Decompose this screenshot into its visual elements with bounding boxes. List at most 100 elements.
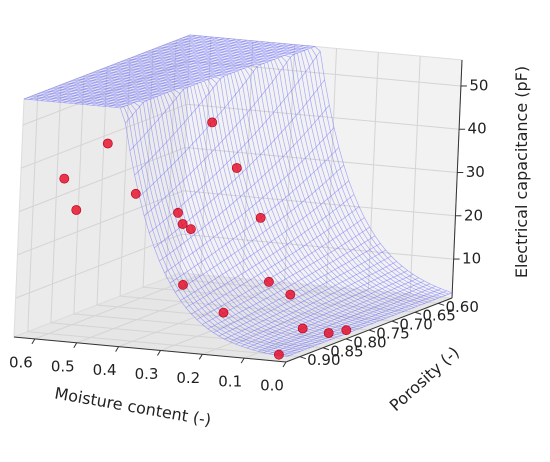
y-tick-label: 0.70 <box>399 316 432 334</box>
surface-mesh-line <box>127 58 391 318</box>
surface-mesh-line <box>58 85 321 344</box>
grid-line-y <box>27 93 300 358</box>
y-tick-label: 0.60 <box>445 298 478 316</box>
z-tick-label: 50 <box>469 77 488 95</box>
surface-mesh-line <box>89 73 352 332</box>
surface-mesh-line <box>117 62 380 322</box>
data-point <box>102 138 113 149</box>
surface-mesh-line <box>48 89 311 348</box>
y-tick-label: 0.85 <box>330 342 363 360</box>
surface-mesh-line <box>37 93 301 352</box>
grid-line-x <box>244 56 421 359</box>
x-tick-mark <box>282 361 287 368</box>
x-tick-mark <box>240 357 245 364</box>
data-point <box>285 289 296 300</box>
surface-mesh-line <box>172 41 436 300</box>
surface-mesh-line <box>41 91 304 351</box>
surface-mesh-line <box>86 74 349 334</box>
y-tick-mark <box>414 311 422 315</box>
grid-line-y <box>119 58 393 322</box>
x-tick-mark <box>73 342 78 349</box>
grid-line-z <box>20 103 460 169</box>
surface-mesh-line <box>189 34 453 294</box>
grid-line-y <box>73 75 346 340</box>
surface-mesh-line <box>61 83 325 343</box>
data-point <box>173 207 183 218</box>
y-tick-mark <box>368 329 376 333</box>
surface-mesh-line <box>65 82 328 342</box>
grid-line-x <box>76 40 254 344</box>
surface-mesh-line <box>158 46 422 306</box>
data-point <box>255 212 266 223</box>
data-point <box>178 279 188 290</box>
data-point <box>130 188 141 199</box>
x-tick-mark <box>157 350 161 356</box>
z-tick-label: 10 <box>462 250 481 268</box>
data-point <box>231 163 242 173</box>
data-point <box>273 349 284 360</box>
surface-mesh-line <box>131 57 394 316</box>
surface-mesh-line <box>141 53 404 312</box>
data-point <box>323 328 334 338</box>
surface-mesh-line <box>162 45 425 304</box>
surface-mesh-line <box>72 79 335 339</box>
surface-mesh-line <box>113 63 377 323</box>
surface-mesh-line <box>96 70 359 330</box>
surface-mesh-line <box>144 51 408 311</box>
surface-mesh-line <box>124 59 387 319</box>
z-tick-label: 40 <box>468 120 487 138</box>
x-axis-label: Moisture content (-) <box>53 383 212 429</box>
z-tick-label: 20 <box>464 206 483 224</box>
surface-mesh-line <box>93 71 356 331</box>
data-point <box>177 219 188 229</box>
surface-mesh-line <box>30 95 294 355</box>
grid-line-x <box>34 36 212 340</box>
x-tick-label: 0.3 <box>135 365 159 383</box>
surface-mesh-line <box>79 77 342 336</box>
x-tick-mark <box>198 354 203 360</box>
surface-mesh-line <box>183 37 446 296</box>
surface-mesh-line <box>165 43 429 303</box>
y-tick-mark <box>438 302 445 306</box>
surface-mesh-line <box>23 98 287 358</box>
y-tick-label: 0.80 <box>353 333 386 351</box>
data-point <box>263 276 274 287</box>
grid-line-x <box>202 52 379 355</box>
data-point <box>297 323 308 334</box>
surface-mesh-line <box>176 39 439 299</box>
z-tick-label: 30 <box>466 163 485 181</box>
y-axis-label: Porosity (-) <box>386 343 463 415</box>
y-tick-label: 0.75 <box>376 325 409 343</box>
data-point <box>185 224 196 234</box>
x-tick-label: 0.2 <box>176 369 200 387</box>
surface-mesh-line <box>75 78 339 338</box>
grid-line-y <box>165 40 439 304</box>
x-tick-label: 0.5 <box>51 357 75 375</box>
data-point <box>59 173 70 184</box>
surface-mesh-line <box>179 38 442 298</box>
surface-mesh-line <box>103 67 366 327</box>
surface-mesh-line <box>155 47 418 307</box>
y-tick-mark <box>299 356 306 360</box>
grid-line-x <box>160 48 337 351</box>
surface-mesh-line <box>27 97 290 356</box>
x-tick-label: 0.0 <box>260 377 284 395</box>
surface-mesh-line <box>68 81 332 340</box>
x-tick-label: 0.6 <box>9 353 33 371</box>
x-tick-label: 0.1 <box>218 373 242 391</box>
data-point <box>71 205 82 215</box>
surface-mesh-line <box>100 69 363 328</box>
surface-mesh-line <box>120 61 384 320</box>
surface-mesh-line <box>134 55 397 315</box>
y-tick-label: 0.65 <box>422 307 455 325</box>
grid-line-x <box>118 44 296 348</box>
grid-line-y <box>96 66 370 331</box>
z-axis-line <box>451 59 463 299</box>
grid-line-z <box>19 146 458 212</box>
y-tick-mark <box>391 320 399 324</box>
data-point <box>218 307 229 318</box>
surface-mesh-line <box>148 50 411 310</box>
y-tick-label: 0.90 <box>307 351 340 369</box>
surface-mesh-line <box>110 65 373 324</box>
surface-mesh-line <box>106 66 370 326</box>
